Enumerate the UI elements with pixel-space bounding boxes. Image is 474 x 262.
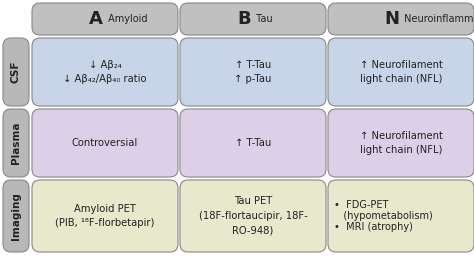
FancyBboxPatch shape xyxy=(328,3,474,35)
Text: •  MRI (atrophy): • MRI (atrophy) xyxy=(334,222,413,232)
Text: ↓ Aβ₂₄
↓ Aβ₄₂/Aβ₄₀ ratio: ↓ Aβ₂₄ ↓ Aβ₄₂/Aβ₄₀ ratio xyxy=(63,59,147,84)
FancyBboxPatch shape xyxy=(3,180,29,252)
Text: Imaging: Imaging xyxy=(11,192,21,240)
Text: ↑ T-Tau
↑ p-Tau: ↑ T-Tau ↑ p-Tau xyxy=(234,59,272,84)
FancyBboxPatch shape xyxy=(3,38,29,106)
Text: (hypometabolism): (hypometabolism) xyxy=(334,211,433,221)
Text: A: A xyxy=(89,10,103,28)
FancyBboxPatch shape xyxy=(32,180,178,252)
FancyBboxPatch shape xyxy=(328,38,474,106)
Text: Controversial: Controversial xyxy=(72,138,138,148)
FancyBboxPatch shape xyxy=(32,3,178,35)
FancyBboxPatch shape xyxy=(180,3,326,35)
FancyBboxPatch shape xyxy=(180,180,326,252)
FancyBboxPatch shape xyxy=(32,109,178,177)
Text: Amyloid PET
(PIB, ¹⁸F-florbetapir): Amyloid PET (PIB, ¹⁸F-florbetapir) xyxy=(55,204,155,228)
Text: •  FDG-PET: • FDG-PET xyxy=(334,200,388,210)
FancyBboxPatch shape xyxy=(32,38,178,106)
Text: ↑ T-Tau: ↑ T-Tau xyxy=(235,138,271,148)
Text: Amyloid: Amyloid xyxy=(105,14,147,24)
Text: Tau: Tau xyxy=(253,14,273,24)
Text: Neuroinflammation: Neuroinflammation xyxy=(401,14,474,24)
FancyBboxPatch shape xyxy=(180,38,326,106)
FancyBboxPatch shape xyxy=(328,180,474,252)
Text: N: N xyxy=(384,10,399,28)
Text: Tau PET
(18F-flortaucipir, 18F-
RO-948): Tau PET (18F-flortaucipir, 18F- RO-948) xyxy=(199,196,307,236)
Text: ↑ Neurofilament
light chain (NFL): ↑ Neurofilament light chain (NFL) xyxy=(360,59,442,84)
FancyBboxPatch shape xyxy=(328,109,474,177)
Text: ↑ Neurofilament
light chain (NFL): ↑ Neurofilament light chain (NFL) xyxy=(360,130,442,155)
FancyBboxPatch shape xyxy=(180,109,326,177)
Text: B: B xyxy=(237,10,251,28)
Text: Plasma: Plasma xyxy=(11,122,21,164)
Text: CSF: CSF xyxy=(11,61,21,83)
FancyBboxPatch shape xyxy=(3,109,29,177)
